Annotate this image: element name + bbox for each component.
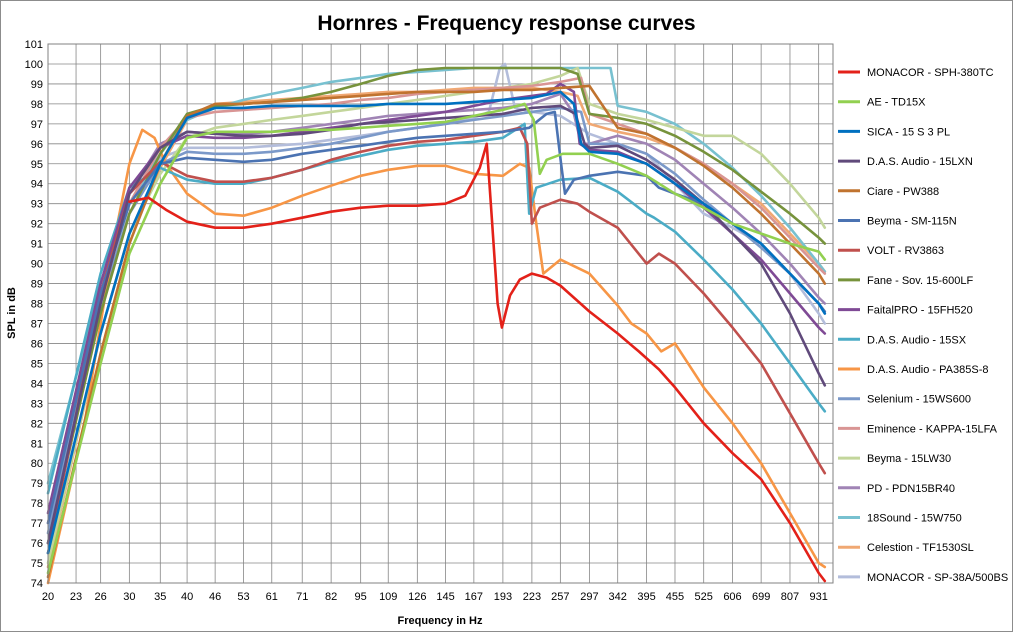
- y-tick-label: 96: [31, 139, 43, 151]
- series-lines: [46, 62, 827, 585]
- x-tick-label: 193: [494, 591, 512, 603]
- x-tick-label: 71: [296, 591, 308, 603]
- y-tick-label: 100: [25, 59, 43, 71]
- series-line: [46, 122, 827, 495]
- legend-entry: FaitalPRO - 15FH520: [867, 305, 973, 317]
- x-tick-labels: 20 23 26 30 35 40 46 53 61 71 82 95 109 126 145 167 193 2…: [42, 591, 828, 603]
- y-axis-label: SPL in dB: [6, 287, 18, 339]
- y-tick-label: 90: [31, 259, 43, 271]
- x-tick-label: 606: [723, 591, 741, 603]
- x-tick-label: 109: [379, 591, 397, 603]
- x-tick-label: 23: [70, 591, 82, 603]
- series-line: [128, 142, 827, 583]
- y-tick-label: 85: [31, 358, 43, 370]
- y-tick-label: 97: [31, 119, 43, 131]
- legend-entry: Fane - Sov. 15-600LF: [867, 275, 973, 287]
- x-tick-label: 931: [809, 591, 827, 603]
- x-tick-label: 40: [181, 591, 193, 603]
- x-tick-label: 145: [436, 591, 454, 603]
- y-tick-label: 92: [31, 219, 43, 231]
- series-line: [46, 84, 827, 579]
- x-tick-label: 395: [637, 591, 655, 603]
- y-tick-label: 91: [31, 239, 43, 251]
- legend-entry: Selenium - 15WS600: [867, 394, 971, 406]
- x-tick-label: 525: [695, 591, 713, 603]
- legend: MONACOR - SPH-380TC AE - TD15X SICA - 15 S…: [838, 67, 1008, 584]
- legend-entry: D.A.S. Audio - 15SX: [867, 334, 967, 346]
- legend-entry: D.A.S. Audio - 15LXN: [867, 156, 973, 168]
- x-tick-label: 257: [551, 591, 569, 603]
- y-tick-label: 84: [31, 378, 43, 390]
- legend-entry: MONACOR - SPH-380TC: [867, 67, 994, 79]
- x-tick-label: 223: [523, 591, 541, 603]
- legend-entry: 18Sound - 15W750: [867, 513, 962, 525]
- y-tick-label: 99: [31, 79, 43, 91]
- y-tick-label: 98: [31, 99, 43, 111]
- x-tick-label: 167: [465, 591, 483, 603]
- y-tick-labels: 74 75 76 77 78 79 80 81 82 83 84 85 86 87 88 89 90 91 92 93…: [25, 39, 43, 590]
- x-tick-label: 82: [325, 591, 337, 603]
- x-tick-label: 46: [209, 591, 221, 603]
- series-line: [46, 110, 827, 525]
- legend-entry: MONACOR - SP-38A/500BS: [867, 572, 1008, 584]
- legend-entry: Eminence - KAPPA-15LFA: [867, 423, 998, 435]
- x-tick-label: 455: [666, 591, 684, 603]
- x-tick-label: 30: [123, 591, 135, 603]
- y-tick-label: 83: [31, 398, 43, 410]
- y-tick-label: 88: [31, 299, 43, 311]
- legend-entry: PD - PDN15BR40: [867, 483, 955, 495]
- legend-entry: Ciare - PW388: [867, 186, 939, 198]
- legend-entry: Celestion - TF1530SL: [867, 542, 974, 554]
- y-tick-label: 75: [31, 558, 43, 570]
- x-tick-label: 342: [609, 591, 627, 603]
- x-tick-label: 61: [266, 591, 278, 603]
- series-line: [46, 126, 827, 555]
- y-tick-label: 87: [31, 318, 43, 330]
- y-tick-label: 95: [31, 159, 43, 171]
- legend-entry: D.A.S. Audio - PA385S-8: [867, 364, 988, 376]
- y-tick-label: 76: [31, 538, 43, 550]
- chart-title: Hornres - Frequency response curves: [317, 12, 696, 35]
- y-tick-label: 77: [31, 518, 43, 530]
- x-tick-label: 20: [42, 591, 54, 603]
- legend-entry: Beyma - SM-115N: [867, 216, 957, 228]
- x-tick-label: 297: [580, 591, 598, 603]
- legend-entry: Beyma - 15LW30: [867, 453, 951, 465]
- y-tick-label: 82: [31, 418, 43, 430]
- x-tick-label: 53: [237, 591, 249, 603]
- x-tick-label: 807: [781, 591, 799, 603]
- y-tick-label: 80: [31, 458, 43, 470]
- legend-entry: VOLT - RV3863: [867, 245, 944, 257]
- series-line: [46, 106, 827, 535]
- x-tick-label: 26: [95, 591, 107, 603]
- legend-entry: SICA - 15 S 3 PL: [867, 126, 950, 138]
- series-line: [46, 128, 827, 585]
- y-tick-label: 78: [31, 498, 43, 510]
- plot-border: [47, 43, 834, 584]
- y-tick-label: 94: [31, 179, 43, 191]
- y-tick-label: 93: [31, 199, 43, 211]
- y-tick-label: 86: [31, 338, 43, 350]
- series-line: [46, 102, 827, 575]
- x-tick-label: 126: [408, 591, 426, 603]
- legend-entry: AE - TD15X: [867, 97, 926, 109]
- x-tick-label: 699: [752, 591, 770, 603]
- x-tick-label: 95: [355, 591, 367, 603]
- series-line: [46, 90, 827, 555]
- y-tick-label: 79: [31, 478, 43, 490]
- x-tick-label: 35: [154, 591, 166, 603]
- y-tick-label: 81: [31, 438, 43, 450]
- y-tick-label: 89: [31, 279, 43, 291]
- y-tick-label: 101: [25, 39, 43, 51]
- x-axis-label: Frequency in Hz: [398, 615, 483, 627]
- y-tick-label: 74: [31, 578, 43, 590]
- series-line: [46, 76, 827, 525]
